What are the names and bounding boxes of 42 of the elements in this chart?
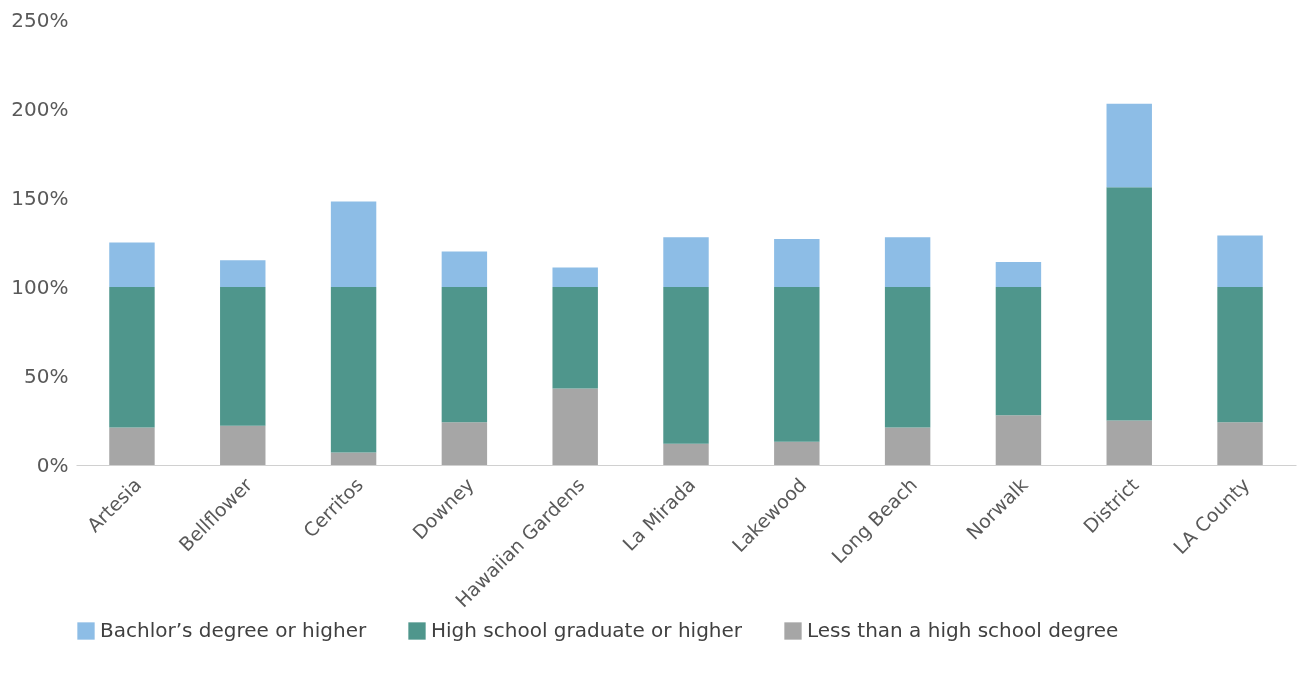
bar [109,242,155,287]
bar [330,452,377,465]
bar [552,267,598,287]
bar [1217,422,1263,465]
y-tick-label: 200% [11,96,69,121]
bar [995,415,1042,465]
bar [220,287,266,426]
bar [995,262,1042,287]
bar [441,287,488,423]
bar [663,443,709,465]
bar [552,388,598,465]
bar [774,238,820,287]
bar [1217,287,1263,423]
bar [663,237,709,287]
bar [220,425,266,465]
y-tick-label: 0% [36,452,69,477]
bar [1106,103,1152,188]
legend-label: Bachlor’s degree or higher [100,618,367,642]
legend-label: Less than a high school degree [807,618,1119,642]
y-tick-label: 150% [11,185,69,210]
bar [330,201,377,287]
bar [1217,235,1263,287]
y-tick-label: 50% [24,363,69,388]
bar [109,287,155,428]
bar [330,287,377,453]
bar [884,237,931,287]
bar [774,287,820,442]
bar [1106,420,1152,465]
bar [1106,187,1152,421]
bar [441,422,488,465]
bar [774,441,820,465]
bar [109,427,155,465]
y-tick-label: 100% [11,274,69,299]
y-tick-label: 250% [11,7,69,32]
bar [663,287,709,444]
bar [552,287,598,389]
legend-label: High school graduate or higher [431,618,743,642]
bar [995,287,1042,416]
bar [884,427,931,465]
bar [220,260,266,287]
bar [441,251,488,287]
bar [884,287,931,428]
